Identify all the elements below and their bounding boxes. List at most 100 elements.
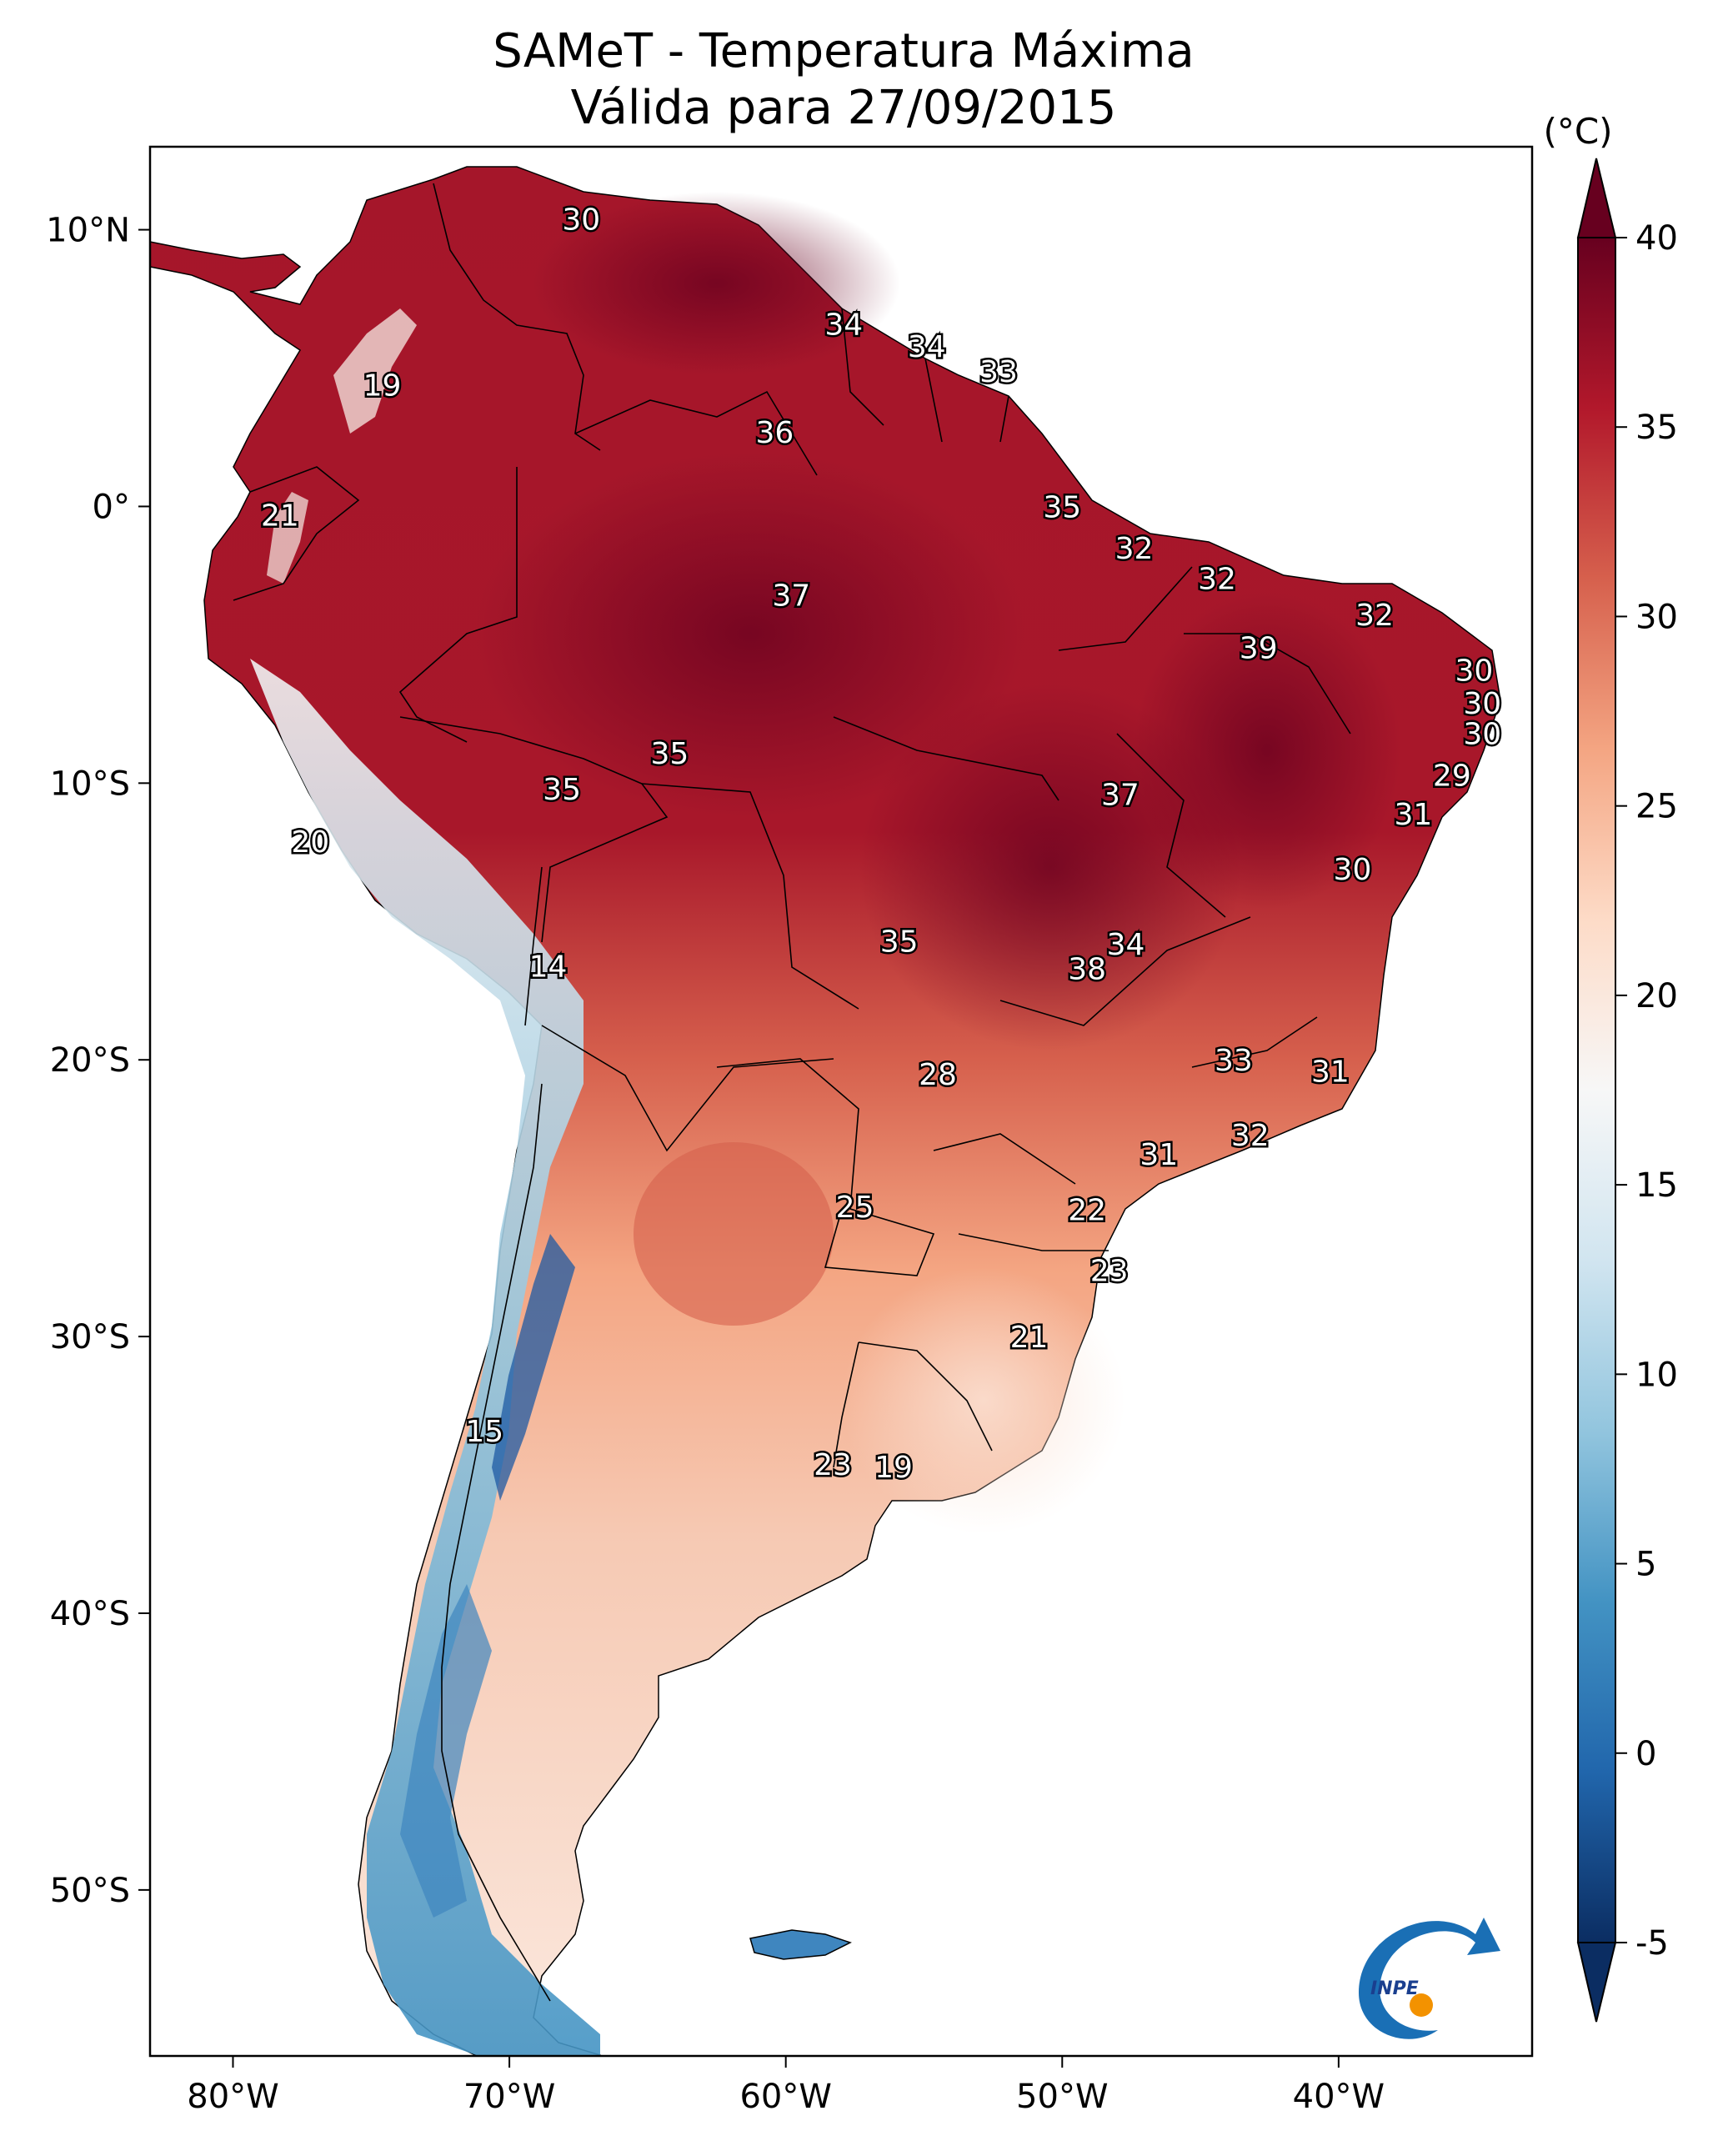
border-guyanas bbox=[841, 308, 1009, 443]
lat-tick-label: 10°S bbox=[50, 765, 130, 803]
lat-tick-label: 20°S bbox=[50, 1041, 130, 1080]
contour-label: 36 bbox=[756, 416, 794, 450]
contour-label: 32 bbox=[1198, 563, 1236, 597]
border-venezuela-brazil bbox=[574, 390, 818, 476]
contour-label: 32 bbox=[1355, 599, 1394, 633]
inpe-logo: INPE bbox=[1359, 1918, 1500, 2039]
colorbar-tick-label: 10 bbox=[1635, 1356, 1678, 1394]
contour-label: 35 bbox=[1043, 490, 1081, 524]
hot-core-amazon bbox=[475, 450, 1025, 817]
colorbar-tick-label: 0 bbox=[1635, 1735, 1656, 1773]
contour-label: 30 bbox=[1463, 718, 1501, 752]
colorbar-unit: (°C) bbox=[1543, 111, 1612, 152]
cool-zone-south bbox=[842, 1267, 1125, 1534]
logo-swoosh-icon bbox=[1359, 1918, 1500, 2039]
map-frame bbox=[148, 145, 1534, 2058]
map-area: INPE 80°W 70°W 60°W 50°W 40°W 10°N 0° 10°S 20°S… bbox=[46, 145, 1534, 2116]
colorbar-tick-label: 15 bbox=[1635, 1166, 1678, 1205]
contour-label: 23 bbox=[814, 1448, 852, 1482]
contour-label: 31 bbox=[1311, 1055, 1350, 1089]
colorbar-tick-label: 20 bbox=[1635, 977, 1678, 1015]
contour-label: 23 bbox=[1090, 1254, 1129, 1288]
contour-label: 31 bbox=[1139, 1138, 1178, 1172]
lat-tick-label: 40°S bbox=[50, 1595, 130, 1633]
contour-label: 37 bbox=[1101, 779, 1139, 813]
contour-label: 32 bbox=[1231, 1119, 1270, 1153]
patagonia-cold-core bbox=[400, 1584, 492, 1918]
contour-label: 30 bbox=[1455, 654, 1493, 688]
contour-label: 39 bbox=[1240, 632, 1278, 666]
contour-label: 21 bbox=[1010, 1321, 1049, 1355]
border-chile-argentina bbox=[441, 1083, 551, 2002]
temperature-field: INPE bbox=[150, 166, 1501, 2056]
contour-label: 31 bbox=[1395, 798, 1433, 832]
contour-label: 35 bbox=[543, 773, 581, 807]
border-uruguay bbox=[833, 1341, 993, 1468]
contour-label: 25 bbox=[836, 1191, 874, 1225]
border-brazil-states bbox=[833, 566, 1351, 1251]
border-colombia-venezuela bbox=[433, 183, 601, 451]
contour-label: 30 bbox=[1334, 853, 1372, 887]
lon-tick-label: 70°W bbox=[463, 2078, 555, 2116]
title-line-1: SAMeT - Temperatura Máxima bbox=[493, 24, 1195, 78]
country-borders bbox=[233, 183, 1351, 2002]
falkland-islands bbox=[749, 1929, 852, 1960]
contour-label: 19 bbox=[363, 369, 402, 403]
lon-tick-label: 50°W bbox=[1016, 2078, 1108, 2116]
lat-tick-label: 30°S bbox=[50, 1318, 130, 1356]
contour-label: 35 bbox=[651, 737, 689, 771]
contour-label: 37 bbox=[772, 579, 810, 614]
lon-tick-label: 80°W bbox=[187, 2078, 278, 2116]
colorbar-extend-max bbox=[1576, 158, 1617, 238]
hot-core-northeast bbox=[1134, 592, 1400, 909]
contour-label: 34 bbox=[824, 308, 863, 342]
longitude-axis: 80°W 70°W 60°W 50°W 40°W bbox=[187, 2056, 1385, 2116]
colorbar-extend-min bbox=[1576, 1942, 1617, 2023]
andes-highlands-north bbox=[333, 308, 417, 434]
contour-label: 20 bbox=[291, 825, 329, 860]
colorbar-tick-label: 40 bbox=[1635, 219, 1678, 258]
hot-core-north bbox=[533, 192, 900, 375]
contour-label: 33 bbox=[1215, 1044, 1253, 1078]
contour-label: 15 bbox=[465, 1415, 503, 1449]
colorbar-tick-label: 35 bbox=[1635, 409, 1678, 447]
contour-label: 32 bbox=[1115, 532, 1154, 566]
contour-label: 29 bbox=[1433, 759, 1471, 793]
lon-tick-label: 40°W bbox=[1293, 2078, 1385, 2116]
border-bolivia-brazil bbox=[641, 783, 859, 1010]
contour-label: 34 bbox=[908, 330, 946, 364]
latitude-axis: 10°N 0° 10°S 20°S 30°S 40°S 50°S bbox=[46, 212, 150, 1910]
colorbar: (°C) 40 35 30 25 20 15 10 5 0 -5 bbox=[1543, 111, 1678, 2023]
lat-tick-label: 0° bbox=[93, 488, 130, 526]
andes-cold-band bbox=[250, 659, 600, 2056]
colorbar-tick-label: 30 bbox=[1635, 598, 1678, 636]
colorbar-gradient bbox=[1577, 237, 1616, 1943]
contour-label: 38 bbox=[1068, 953, 1106, 987]
contour-label: 28 bbox=[919, 1058, 957, 1092]
andes-cold-core bbox=[492, 1234, 575, 1501]
logo-text: INPE bbox=[1370, 1978, 1419, 1999]
border-ecuador bbox=[233, 466, 360, 601]
lat-tick-label: 10°N bbox=[46, 212, 130, 250]
contour-label: 33 bbox=[979, 355, 1018, 389]
contour-label: 21 bbox=[261, 499, 299, 533]
contour-label: 22 bbox=[1068, 1193, 1106, 1227]
warm-core-chaco bbox=[634, 1142, 834, 1326]
contour-label: 30 bbox=[562, 203, 600, 237]
border-paraguay bbox=[716, 1058, 935, 1276]
contour-label: 35 bbox=[880, 925, 919, 960]
lon-tick-label: 60°W bbox=[739, 2078, 831, 2116]
colorbar-ticks: 40 35 30 25 20 15 10 5 0 -5 bbox=[1615, 219, 1678, 1963]
contour-label: 19 bbox=[874, 1451, 913, 1485]
colorbar-tick-label: -5 bbox=[1635, 1924, 1669, 1963]
colorbar-tick-label: 25 bbox=[1635, 788, 1678, 826]
colorbar-tick-label: 5 bbox=[1635, 1546, 1656, 1584]
contour-label: 30 bbox=[1463, 687, 1501, 721]
contour-label: 14 bbox=[529, 950, 568, 984]
logo-orange-dot-icon bbox=[1410, 1993, 1433, 2017]
border-peru-bolivia bbox=[524, 866, 543, 1026]
border-bolivia-south bbox=[541, 1025, 834, 1152]
title-line-2: Válida para 27/09/2015 bbox=[571, 81, 1117, 135]
